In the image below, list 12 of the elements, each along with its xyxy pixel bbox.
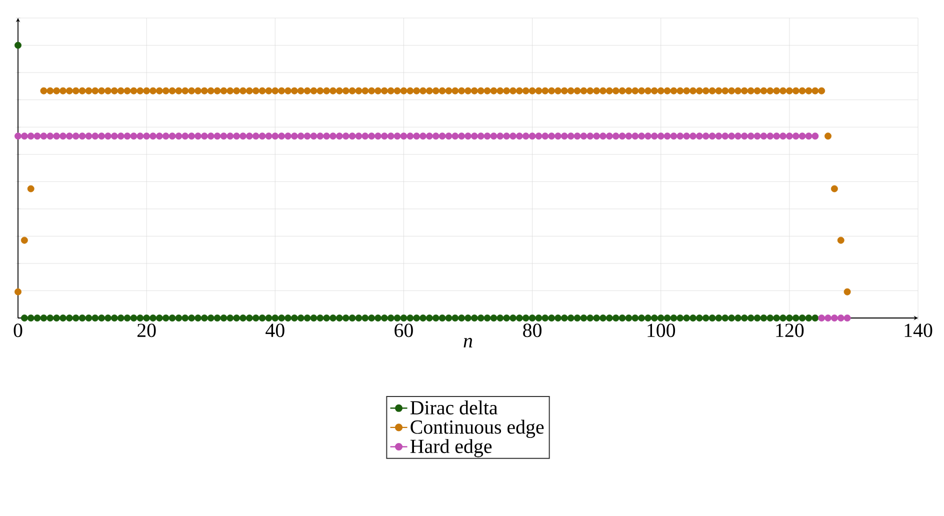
x-tick-label: 20	[137, 324, 156, 338]
x-tick-label: 40	[266, 324, 284, 338]
x-tick-label: 80	[523, 324, 542, 338]
x-tick-label: 120	[776, 324, 804, 338]
x-tick-label: 0	[14, 324, 22, 338]
x-tick-label: 140	[904, 324, 932, 338]
legend-label: Hard edge	[410, 439, 492, 458]
x-tick-label: 60	[394, 324, 413, 338]
x-tick-label: 100	[648, 324, 676, 338]
legend-label: Continuous edge	[410, 420, 544, 438]
legend-label: Dirac delta	[410, 400, 498, 414]
x-axis-title: n	[464, 338, 472, 348]
